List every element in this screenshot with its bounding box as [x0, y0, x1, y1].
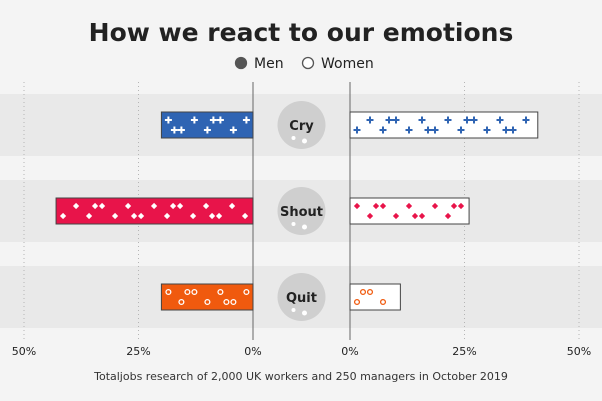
tick-label-left-25: 25%	[126, 345, 150, 358]
category-label-shout: Shout	[280, 205, 323, 220]
category-badge-shout	[277, 187, 326, 235]
legend-label-women: Women	[321, 56, 374, 72]
category-label-quit: Quit	[286, 291, 317, 306]
tick-label-right-25: 25%	[452, 345, 476, 358]
tick-label-left-0: 0%	[244, 345, 261, 358]
legend-marker-women	[301, 56, 315, 70]
bar-men-shout	[55, 197, 254, 225]
bar-men-quit	[160, 283, 254, 311]
bar-men-cry	[160, 111, 254, 139]
bar-women-cry	[349, 111, 539, 139]
category-badge-cry	[277, 101, 326, 149]
legend-marker-men	[234, 56, 248, 70]
category-badge-quit	[277, 273, 326, 321]
tick-label-left-50: 50%	[12, 345, 36, 358]
tick-label-right-0: 0%	[341, 345, 358, 358]
source-note: Totaljobs research of 2,000 UK workers a…	[93, 370, 508, 383]
chart-title: How we react to our emotions	[89, 18, 514, 47]
tick-label-right-50: 50%	[567, 345, 591, 358]
bar-women-quit	[349, 283, 401, 311]
legend-label-men: Men	[254, 56, 284, 72]
category-label-cry: Cry	[289, 119, 314, 134]
bar-women-shout	[349, 197, 470, 225]
